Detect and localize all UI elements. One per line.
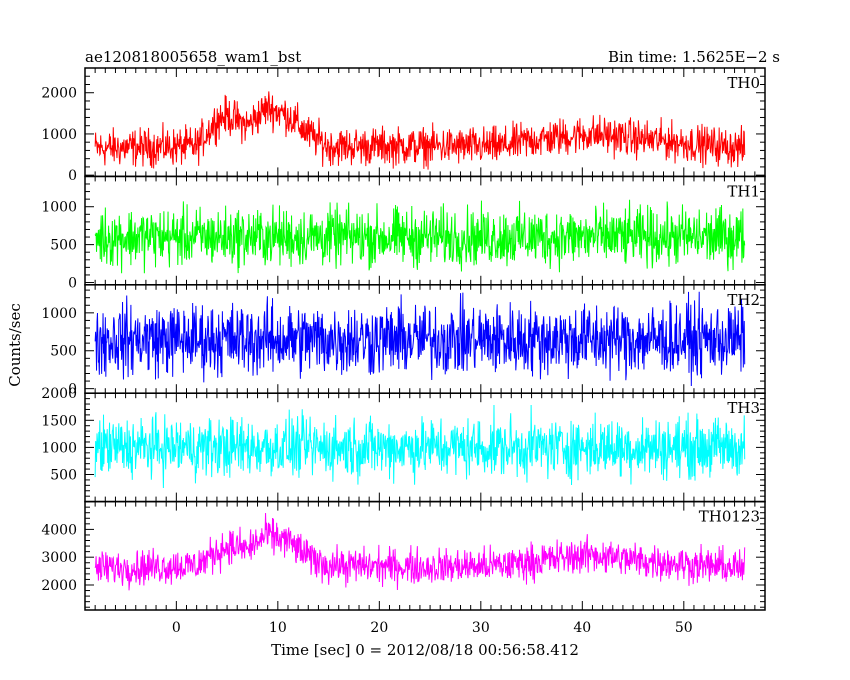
x-tick-label: 0 (172, 620, 181, 636)
y-tick-label: 1500 (41, 413, 77, 429)
y-tick-label: 0 (68, 382, 77, 398)
y-tick-label: 500 (50, 468, 77, 484)
panel-th3: 500 1000 1500 2000 TH3 (41, 386, 766, 503)
chart-title: ae120818005658_wam1_bst (85, 48, 301, 66)
y-tick-label: 2000 (41, 578, 77, 594)
panel-label-th3: TH3 (727, 399, 760, 417)
y-tick-label: 500 (50, 238, 77, 254)
series-th3 (94, 405, 746, 488)
x-tick-label: 10 (269, 620, 287, 636)
y-axis-label: Counts/sec (6, 303, 24, 387)
y-tick-label: 1000 (41, 440, 77, 456)
panel-label-th1: TH1 (727, 182, 760, 200)
x-tick-label: 30 (472, 620, 490, 636)
panel-th0123: 2000 3000 4000 TH0123 (41, 500, 766, 611)
x-tick-label: 50 (675, 620, 693, 636)
y-tick-label: 3000 (41, 550, 77, 566)
y-tick-label: 1000 (41, 306, 77, 322)
series-th2 (94, 291, 746, 386)
series-th0123 (94, 513, 746, 591)
x-axis-label: Time [sec] 0 = 2012/08/18 00:56:58.412 (271, 641, 579, 659)
y-tick-label: 2000 (41, 86, 77, 102)
y-tick-label: 2000 (41, 386, 77, 402)
panel-frame (84, 500, 766, 611)
x-tick-label: 40 (573, 620, 591, 636)
y-tick-label: 1000 (41, 127, 77, 143)
panel-th1: 0 500 1000 TH1 (41, 175, 766, 292)
y-tick-label: 4000 (41, 522, 77, 538)
series-th0 (94, 91, 746, 170)
panel-label-th0: TH0 (727, 74, 760, 92)
panel-th2: 0 500 1000 TH2 (41, 284, 766, 398)
y-tick-label: 500 (50, 344, 77, 360)
y-tick-label: 0 (68, 276, 77, 292)
panel-th0: 0 1000 2000 TH0 (41, 67, 766, 184)
panel-label-th0123: TH0123 (699, 508, 760, 526)
y-tick-label: 1000 (41, 200, 77, 216)
panel-label-th2: TH2 (727, 291, 760, 309)
bin-time-label: Bin time: 1.5625E−2 s (608, 48, 780, 66)
panels-group: 010002000TH005001000TH105001000TH2500100… (41, 67, 766, 636)
series-th1 (94, 199, 746, 274)
y-tick-label: 0 (68, 168, 77, 184)
x-tick-label: 20 (370, 620, 388, 636)
